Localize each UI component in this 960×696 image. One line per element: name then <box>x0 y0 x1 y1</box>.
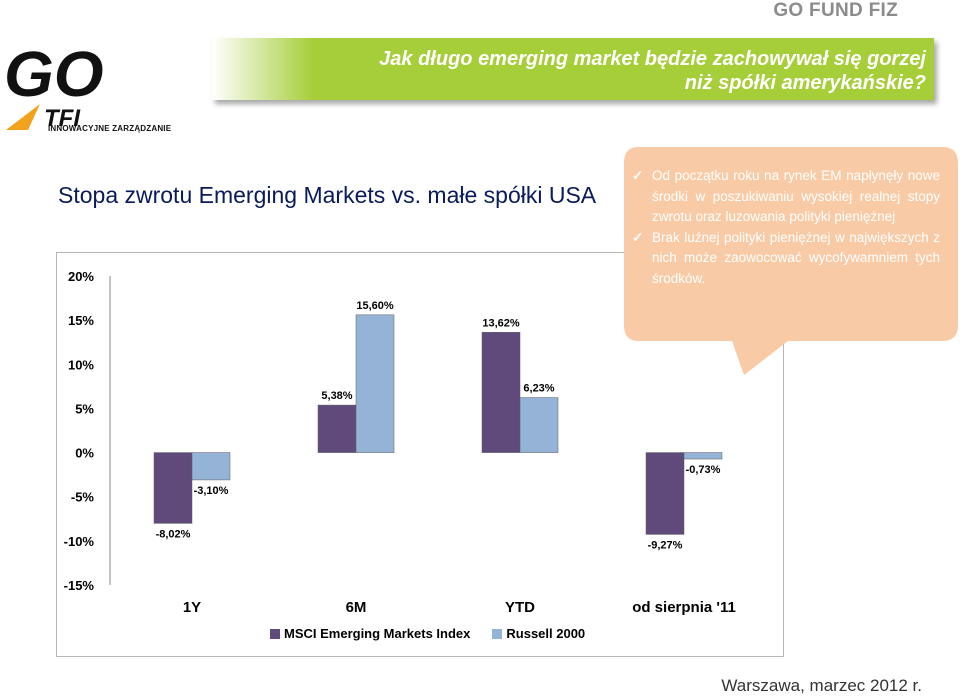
brand-label: GO FUND FIZ <box>773 0 898 21</box>
data-label: -0,73% <box>686 464 721 476</box>
callout-bubble <box>624 147 958 375</box>
y-tick-label: 10% <box>68 357 94 372</box>
legend-item-msci: MSCI Emerging Markets Index <box>270 626 470 641</box>
logo-swoosh-icon <box>6 104 40 130</box>
data-label: 15,60% <box>356 300 394 312</box>
chart-legend: MSCI Emerging Markets Index Russell 2000 <box>270 626 607 641</box>
legend-label-msci: MSCI Emerging Markets Index <box>284 626 471 641</box>
bar-russell <box>355 314 395 453</box>
title-banner: Jak długo emerging market będzie zachowy… <box>212 38 934 100</box>
bar-msci <box>317 404 357 453</box>
legend-item-russell: Russell 2000 <box>492 626 585 641</box>
x-category-label: YTD <box>505 599 535 616</box>
callout-text: ✓ Od początku roku na rynek EM napłynęły… <box>632 166 940 290</box>
logo-sub: TFI <box>44 105 81 132</box>
y-tick-label: 20% <box>68 269 94 284</box>
y-tick-label: 5% <box>75 401 94 416</box>
check-icon: ✓ <box>632 168 644 183</box>
bar-msci <box>153 452 193 524</box>
check-icon: ✓ <box>632 229 644 245</box>
x-category-label: 6M <box>346 599 367 616</box>
data-label: -9,27% <box>648 539 683 551</box>
bar-russell <box>519 397 559 453</box>
callout-item-text: Brak luźnej polityki pieniężnej w najwię… <box>652 229 940 286</box>
legend-swatch-msci <box>270 628 280 639</box>
callout-shape <box>624 147 958 375</box>
bar-russell <box>191 452 231 481</box>
chart-title: Stopa zwrotu Emerging Markets vs. małe s… <box>58 182 597 208</box>
y-tick-label: -5% <box>71 490 95 505</box>
bar-russell <box>683 452 723 460</box>
data-label: -8,02% <box>156 528 191 540</box>
logo-tagline: INNOWACYJNE ZARZĄDZANIE <box>48 124 172 133</box>
banner-line-2: niż spółki amerykańskie? <box>684 72 926 94</box>
go-tfi-logo: GO TFI <box>4 38 104 132</box>
callout-item: ✓ Brak luźnej polityki pieniężnej w najw… <box>632 228 940 290</box>
banner-line-1: Jak długo emerging market będzie zachowy… <box>379 48 926 70</box>
x-category-label: 1Y <box>183 599 201 616</box>
x-category-label: od sierpnia '11 <box>632 599 736 616</box>
legend-swatch-russell <box>492 628 503 639</box>
legend-label-russell: Russell 2000 <box>506 626 586 641</box>
data-label: 5,38% <box>321 390 352 402</box>
y-tick-label: 15% <box>68 313 94 328</box>
data-label: -3,10% <box>194 485 229 497</box>
logo-main: GO <box>4 38 104 110</box>
data-label: 13,62% <box>482 317 520 329</box>
y-tick-label: -15% <box>64 578 95 593</box>
y-tick-label: -10% <box>64 534 95 549</box>
y-tick-label: 0% <box>75 446 94 461</box>
bar-msci <box>481 332 521 453</box>
footer-location-date: Warszawa, marzec 2012 r. <box>721 676 922 695</box>
bar-msci <box>645 452 685 535</box>
data-label: 6,23% <box>523 383 554 395</box>
callout-item-text: Od początku roku na rynek EM napłynęły n… <box>652 168 940 224</box>
callout-item: ✓ Od początku roku na rynek EM napłynęły… <box>632 166 940 228</box>
